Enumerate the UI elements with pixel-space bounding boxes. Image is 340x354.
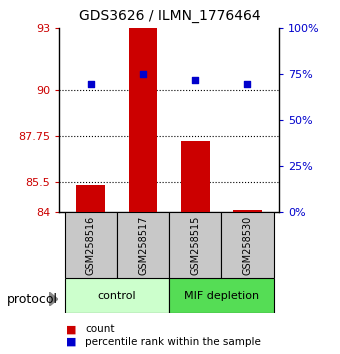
Point — [192, 77, 198, 83]
Text: count: count — [85, 324, 115, 334]
Bar — [181, 141, 210, 212]
Text: percentile rank within the sample: percentile rank within the sample — [85, 337, 261, 347]
Text: GSM258516: GSM258516 — [86, 216, 96, 275]
Bar — [233, 210, 262, 212]
Point — [140, 72, 146, 77]
Text: ■: ■ — [66, 337, 77, 347]
Bar — [129, 28, 157, 212]
Bar — [221, 212, 274, 278]
Text: MIF depletion: MIF depletion — [184, 291, 259, 301]
Bar — [76, 185, 105, 212]
Text: control: control — [98, 291, 136, 301]
Bar — [117, 212, 169, 278]
Point — [245, 81, 250, 86]
Polygon shape — [49, 292, 58, 306]
Point — [88, 81, 94, 86]
Bar — [65, 278, 169, 313]
Text: ■: ■ — [66, 324, 77, 334]
Text: protocol: protocol — [7, 293, 58, 306]
Text: GDS3626 / ILMN_1776464: GDS3626 / ILMN_1776464 — [79, 9, 261, 23]
Text: GSM258530: GSM258530 — [242, 216, 253, 275]
Text: GSM258517: GSM258517 — [138, 216, 148, 275]
Text: GSM258515: GSM258515 — [190, 216, 200, 275]
Bar — [169, 212, 221, 278]
Bar — [65, 212, 117, 278]
Bar — [169, 278, 274, 313]
